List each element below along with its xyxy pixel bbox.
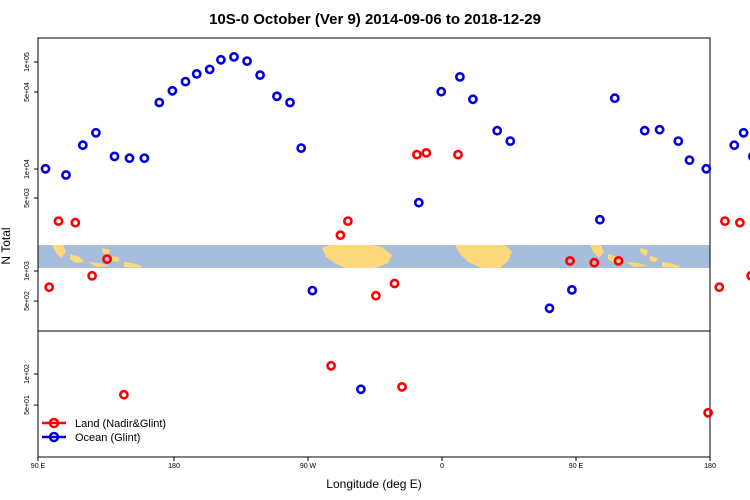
land-data-point [411, 149, 422, 160]
land-data-point [342, 216, 353, 226]
y-tick-label: 5e+04 [24, 82, 31, 102]
ocean-data-point [271, 91, 282, 102]
map-land-africa [455, 245, 512, 268]
ocean-data-point [701, 163, 712, 174]
ocean-data-point [738, 127, 749, 138]
x-tick-label: 90 W [300, 463, 317, 470]
land-data-point [720, 216, 730, 226]
ocean-data-point [492, 125, 503, 136]
x-tick-label: 180 [168, 463, 180, 470]
y-tick-label: 5e+02 [24, 291, 31, 311]
ocean-data-point [204, 64, 215, 75]
land-data-point [87, 270, 97, 281]
y-axis-label: N Total [0, 227, 13, 264]
world-map-band [38, 245, 710, 268]
x-tick-label: 90 E [569, 463, 584, 470]
land-data-point [397, 381, 407, 392]
ocean-data-point [167, 85, 178, 96]
legend-marker-ocean [48, 431, 60, 443]
land-data-point [119, 389, 129, 400]
ocean-data-point [307, 285, 318, 296]
y-tick-label: 5e+01 [24, 395, 31, 415]
land-data-point [370, 290, 381, 301]
land-data-point [453, 149, 463, 160]
legend-label-land: Land (Nadir&Glint) [75, 418, 166, 430]
ocean-data-point [139, 153, 150, 164]
land-data-point [746, 271, 750, 281]
ocean-data-point [109, 151, 120, 162]
ocean-data-point [40, 163, 51, 174]
ocean-data-point [467, 94, 478, 105]
land-data-point [565, 255, 575, 266]
map-land-indonesia-left [52, 245, 142, 268]
land-data-point [714, 282, 725, 293]
ocean-data-point [180, 76, 191, 87]
y-axis-bottom [34, 373, 38, 406]
ocean-data-point [639, 125, 650, 136]
land-data-point [389, 278, 400, 289]
data-markers [40, 52, 750, 418]
land-data-point [335, 230, 346, 241]
ocean-data-point [609, 93, 620, 104]
land-data-point [703, 407, 713, 418]
y-tick-label: 1e+05 [24, 52, 31, 72]
ocean-data-point [154, 97, 165, 108]
legend-label-ocean: Ocean (Glint) [75, 432, 140, 444]
ocean-data-point [436, 86, 447, 97]
ocean-data-point [748, 152, 750, 161]
x-tick-label: 180 [704, 463, 716, 470]
ocean-data-point [544, 303, 555, 314]
chart-title: 10S-0 October (Ver 9) 2014-09-06 to 2018… [209, 11, 541, 28]
ocean-data-point [673, 136, 684, 146]
ocean-data-point [355, 384, 366, 395]
ocean-data-point [285, 97, 295, 108]
land-data-point [613, 255, 624, 266]
land-data-point [735, 217, 745, 228]
ocean-data-point [684, 155, 695, 166]
y-tick-label: 1e+03 [24, 261, 31, 281]
x-axis-label: Longitude (deg E) [326, 477, 421, 491]
plot-frame [37, 37, 711, 458]
ocean-data-point [654, 124, 665, 135]
ocean-data-point [505, 136, 516, 146]
land-data-point [44, 282, 55, 293]
y-tick-label: 1e+02 [24, 364, 31, 384]
ocean-data-point [729, 140, 740, 151]
ocean-data-point [413, 197, 424, 208]
y-tick-label: 1e+04 [24, 159, 31, 179]
x-tick-label: 90 E [31, 463, 46, 470]
legend-marker-land [48, 417, 60, 429]
land-data-point [102, 254, 112, 264]
ocean-data-point [61, 170, 71, 180]
y-axis-top [34, 61, 38, 302]
land-data-point [70, 217, 81, 228]
ocean-data-point [454, 72, 465, 82]
ocean-data-point [595, 214, 605, 225]
ocean-data-point [229, 52, 239, 62]
land-data-point [53, 216, 64, 226]
map-land-south-america [322, 245, 392, 268]
ocean-data-point [124, 153, 135, 164]
y-tick-label: 5e+03 [24, 188, 31, 208]
map-land-indonesia-right [590, 245, 680, 268]
ocean-data-point [215, 54, 226, 65]
ocean-data-point [77, 140, 88, 151]
land-data-point [326, 360, 336, 371]
x-axis [37, 457, 711, 461]
ocean-data-point [296, 143, 307, 153]
ocean-data-point [91, 127, 101, 138]
ocean-data-point [191, 69, 202, 79]
ocean-data-point [242, 56, 252, 66]
x-tick-label: 0 [440, 463, 444, 470]
ocean-data-point [567, 284, 577, 295]
ocean-data-point [255, 70, 265, 80]
legend: Land (Nadir&Glint) Ocean (Glint) [42, 417, 166, 444]
land-data-point [421, 147, 432, 158]
land-data-point [589, 257, 600, 268]
